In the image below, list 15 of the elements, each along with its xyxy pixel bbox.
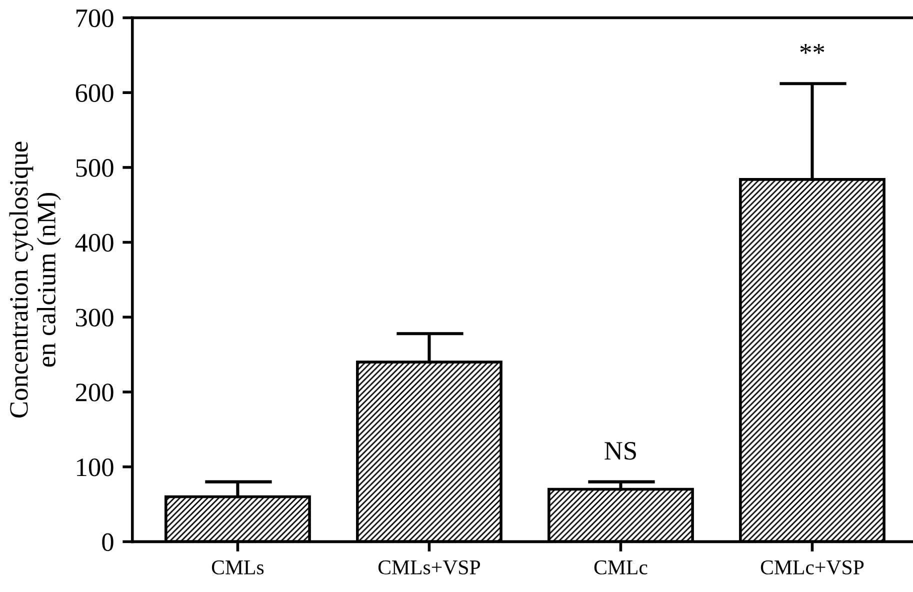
annotation: NS [604, 442, 636, 460]
y-tick-label: 0 [102, 533, 114, 552]
y-axis-title: Concentration cytolosique en calcium (nM) [9, 142, 61, 418]
annotation: ** [800, 44, 824, 54]
y-tick-label: 500 [76, 159, 114, 177]
x-tick-label: CMLs+VSP [378, 560, 480, 575]
y-tick-label: 200 [76, 384, 114, 402]
y-tick-label: 100 [77, 458, 114, 476]
y-tick-label: 600 [76, 84, 114, 102]
y-tick-label: 400 [75, 234, 114, 252]
x-tick-label: CMLc [594, 560, 648, 574]
y-tick-label: 700 [76, 9, 114, 28]
x-tick-label: CMLc+VSP [760, 560, 864, 575]
y-tick-label: 300 [76, 308, 114, 327]
x-tick-label: CMLs [212, 560, 264, 574]
